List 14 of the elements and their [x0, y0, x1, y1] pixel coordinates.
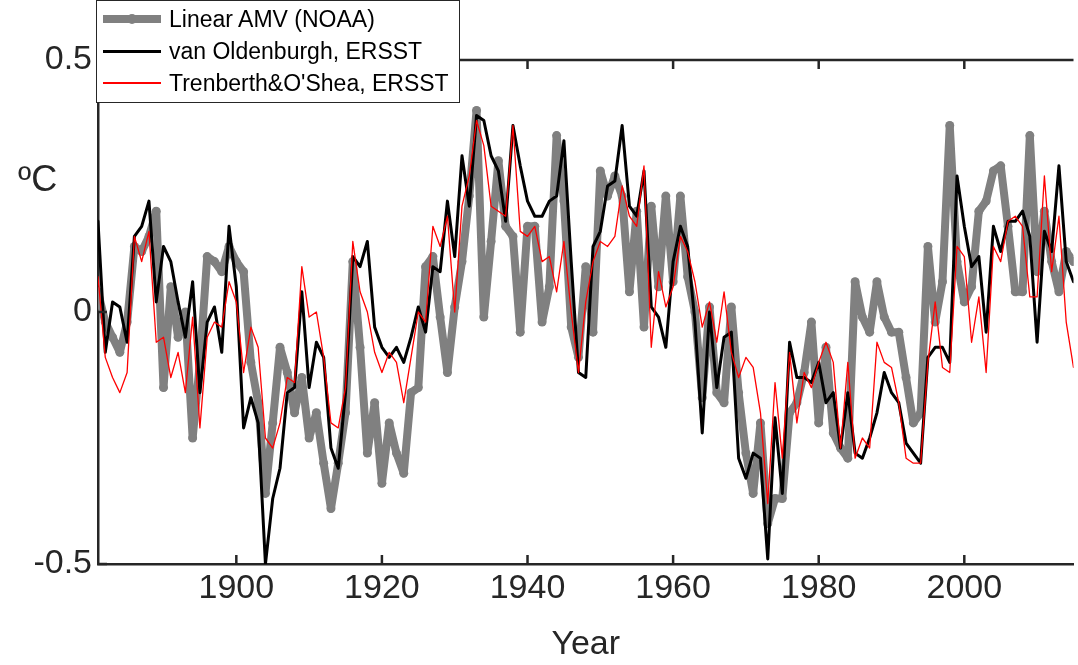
y-tick-label: 0 [73, 290, 92, 329]
legend-label: van Oldenburgh, ERSST [169, 37, 423, 66]
y-axis-title: ºC [18, 158, 58, 200]
x-axis-title: Year [551, 622, 621, 661]
y-tick-label: -0.5 [33, 542, 92, 581]
x-tick-label: 1940 [489, 566, 566, 605]
legend-label: Linear AMV (NOAA) [169, 5, 375, 34]
legend-label: Trenberth&O'Shea, ERSST [169, 69, 449, 98]
y-tick-label: 0.5 [44, 38, 92, 77]
x-tick-label: 1900 [198, 566, 275, 605]
x-tick-label: 1920 [344, 566, 420, 605]
x-tick-label: 1960 [635, 566, 711, 605]
x-tick-label: 2000 [926, 566, 1003, 605]
x-tick-label: 1980 [780, 566, 857, 605]
